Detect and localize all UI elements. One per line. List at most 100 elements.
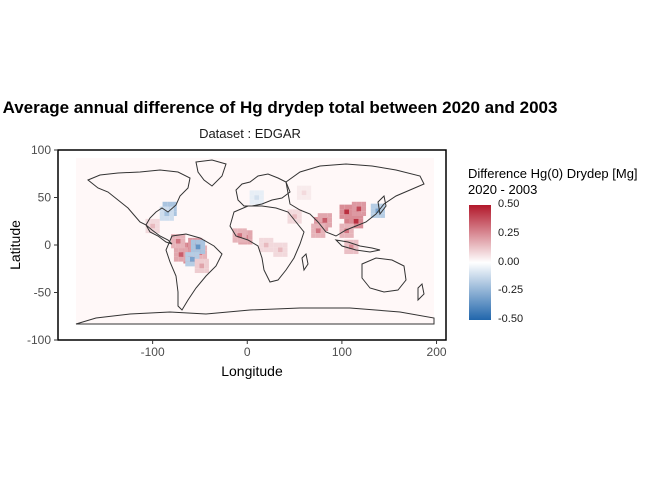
heatmap-cell [199, 268, 205, 274]
heatmap-cell [296, 218, 302, 224]
heatmap-cell [282, 252, 288, 257]
heatmap-cell [349, 239, 354, 245]
heatmap-cell [159, 206, 165, 212]
heatmap-cell [268, 242, 274, 248]
heatmap-cell [159, 216, 165, 221]
heatmap-cell [361, 201, 367, 207]
heatmap-cell [197, 254, 203, 260]
y-tick-label: -100 [27, 333, 51, 347]
heatmap-cell [301, 185, 307, 191]
heatmap-cell [173, 256, 179, 262]
heatmap-cell [180, 238, 186, 244]
heatmap-cell [199, 263, 205, 269]
heatmap-cell [200, 239, 206, 245]
heatmap-cell [200, 244, 206, 250]
heatmap-cell [375, 213, 381, 218]
heatmap-cell [247, 235, 253, 240]
heatmap-cell [273, 247, 279, 253]
heatmap-cell [249, 195, 255, 200]
heatmap-cell [199, 258, 205, 264]
heatmap-cell [380, 213, 385, 218]
heatmap-cell [150, 218, 155, 224]
heatmap-cell [171, 238, 176, 244]
heatmap-cell [351, 206, 357, 212]
y-tick-label: -50 [34, 286, 52, 300]
heatmap-cell [180, 243, 186, 249]
axes: -100 0 100 200 100 50 0 -50 -100 Longitude Latitud… [7, 143, 447, 379]
heatmap-cell [296, 185, 302, 191]
heatmap-cell [320, 223, 326, 229]
heatmap-cell [353, 218, 359, 224]
heatmap-cell [188, 237, 193, 243]
heatmap-cell [178, 256, 184, 262]
heatmap-cell [315, 233, 321, 238]
heatmap-cell [164, 206, 170, 212]
heatmap-cell [185, 252, 191, 257]
heatmap-cell [172, 211, 177, 217]
heatmap-cell [301, 190, 307, 196]
heatmap-cell [315, 223, 321, 229]
heatmap-cell [249, 199, 255, 205]
heatmap-cell [175, 243, 181, 249]
heatmap-cell [322, 213, 328, 218]
heatmap-cell [344, 218, 349, 224]
heatmap-cell [259, 247, 264, 253]
heatmap-cell [356, 206, 362, 212]
heatmap-cell [375, 208, 381, 214]
heatmap-cell [204, 268, 209, 274]
heatmap-cell [185, 261, 191, 267]
heatmap-cell [232, 237, 238, 243]
heatmap-cell [204, 263, 209, 269]
heatmap-cell [296, 214, 302, 219]
colorbar-tick-label: 0.25 [498, 226, 520, 239]
heatmap-cell [190, 244, 196, 250]
heatmap-cell [315, 228, 321, 234]
heatmap-cell [313, 216, 319, 222]
heatmap-cell [311, 228, 316, 234]
heatmap-cell [344, 209, 349, 215]
colorbar-tick-label: -0.50 [498, 313, 524, 325]
heatmap-cell [167, 201, 173, 207]
heatmap-cell [247, 239, 253, 245]
heatmap-cell [194, 258, 200, 264]
heatmap-cell [306, 195, 312, 200]
heatmap-cell [202, 254, 208, 260]
y-tick-label: 50 [38, 191, 52, 205]
x-axis-title: Longitude [221, 363, 283, 379]
heatmap-cell [259, 195, 264, 200]
y-tick-label: 100 [31, 143, 51, 157]
heatmap-cell [287, 218, 293, 224]
heatmap-cell [200, 249, 206, 255]
heatmap-cell [164, 211, 170, 217]
heatmap-cell [327, 213, 332, 218]
heatmap-cell [195, 239, 201, 245]
colorbar-tick-label: 0.00 [498, 255, 520, 268]
heatmap-cell [349, 209, 354, 215]
heatmap-cell [351, 201, 357, 207]
heatmap-cell [317, 213, 323, 218]
heatmap-cell [296, 195, 302, 200]
heatmap-cell [349, 249, 354, 255]
colorbar-tick-label: -0.25 [498, 284, 524, 297]
heatmap-cell [349, 204, 354, 210]
heatmap-cell [188, 242, 193, 248]
heatmap-cell [195, 249, 201, 255]
coastline-japan [377, 194, 387, 216]
heatmap-cell [254, 190, 260, 196]
heatmap-cell [361, 211, 367, 217]
heatmap-cell [296, 209, 302, 215]
heatmap-cell [353, 239, 359, 245]
heatmap-cell [190, 252, 195, 257]
heatmap-cell [259, 237, 264, 243]
heatmap-cell [278, 242, 283, 248]
heatmap-cell [322, 217, 328, 223]
heatmap-cell [353, 214, 359, 219]
coastline-madagascar [301, 252, 309, 272]
heatmap-cell [320, 233, 326, 238]
heatmap-cell [194, 268, 200, 274]
legend-title-line2: 2020 - 2003 [468, 182, 538, 197]
heatmap-cell [190, 249, 196, 255]
coastlines [75, 159, 435, 325]
heatmap-cell [356, 211, 362, 217]
heatmap-cell [361, 206, 367, 212]
